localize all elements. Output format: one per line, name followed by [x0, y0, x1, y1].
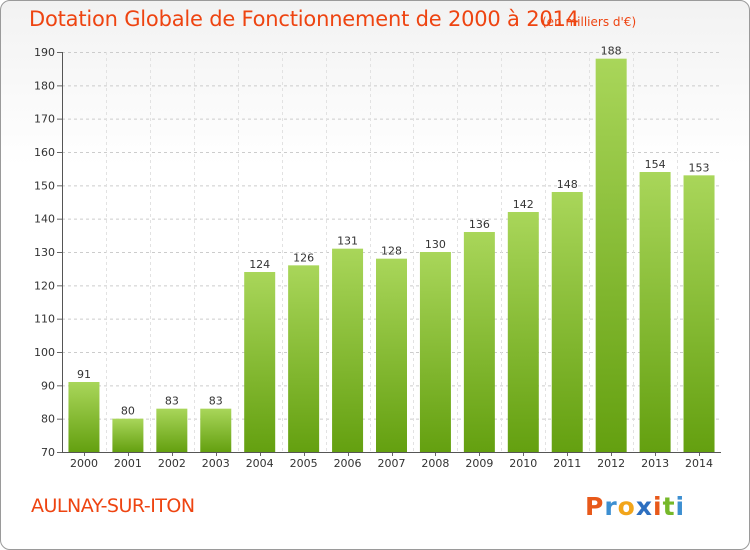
x-tick-label: 2007: [378, 457, 406, 470]
data-label: 130: [425, 238, 446, 251]
chart-unit: (en milliers d'€): [542, 15, 637, 29]
bar-2008: [419, 252, 451, 452]
data-label: 148: [557, 178, 578, 191]
bar-2003: [200, 408, 232, 452]
y-tick-label: 190: [34, 46, 55, 59]
proxiti-logo: Proxiti: [585, 492, 685, 521]
y-tick-label: 130: [34, 246, 55, 259]
logo-letter: i: [675, 492, 686, 521]
y-tick-label: 80: [41, 413, 55, 426]
logo-letter: o: [617, 492, 636, 521]
bars: [68, 58, 715, 453]
y-tick-label: 140: [34, 213, 55, 226]
x-tick-label: 2011: [553, 457, 581, 470]
y-tick-label: 110: [34, 313, 55, 326]
data-label: 80: [121, 405, 135, 418]
bar-2006: [332, 248, 364, 452]
chart-title: Dotation Globale de Fonctionnement de 20…: [29, 7, 579, 31]
x-tick-label: 2002: [158, 457, 186, 470]
x-tick-label: 2012: [597, 457, 625, 470]
data-label: 83: [165, 395, 179, 408]
x-tick-label: 2001: [114, 457, 142, 470]
bar-2005: [288, 265, 320, 452]
data-label: 188: [601, 45, 622, 58]
data-label: 91: [77, 368, 91, 381]
y-tick-label: 70: [41, 446, 55, 459]
y-tick-label: 160: [34, 146, 55, 159]
y-tick-label: 170: [34, 113, 55, 126]
x-tick-label: 2010: [509, 457, 537, 470]
bar-2012: [595, 58, 627, 453]
logo-letter: r: [604, 492, 618, 521]
x-tick-label: 2014: [685, 457, 713, 470]
data-label: 153: [689, 161, 710, 174]
y-tick-label: 150: [34, 179, 55, 192]
bar-2014: [683, 175, 715, 453]
bar-2004: [244, 272, 276, 452]
data-label: 136: [469, 218, 490, 231]
logo-letter: i: [653, 492, 663, 521]
data-label: 142: [513, 198, 534, 211]
data-label: 83: [209, 395, 223, 408]
commune-name: AULNAY-SUR-ITON: [31, 495, 195, 517]
y-tick-label: 90: [41, 379, 55, 392]
bar-2002: [156, 408, 188, 452]
data-label: 124: [249, 258, 270, 271]
x-tick-label: 2006: [334, 457, 362, 470]
labels: 70 80 90 100 110 120 130 140 150 160 170 180 190 91 20…: [34, 45, 713, 470]
grid-lines: [62, 52, 721, 452]
axes: [57, 52, 721, 456]
x-tick-label: 2008: [421, 457, 449, 470]
x-tick-label: 2000: [70, 457, 98, 470]
x-tick-label: 2004: [246, 457, 274, 470]
x-tick-label: 2009: [465, 457, 493, 470]
bar-2011: [551, 192, 583, 452]
x-tick-label: 2013: [641, 457, 669, 470]
y-tick-label: 120: [34, 279, 55, 292]
logo-letter: t: [662, 492, 676, 521]
bar-2000: [68, 382, 100, 452]
bar-2013: [639, 172, 671, 452]
bar-2001: [112, 418, 144, 452]
logo-letter: P: [585, 492, 605, 521]
bar-2007: [376, 258, 407, 452]
data-label: 126: [293, 251, 314, 264]
bar-2009: [463, 232, 495, 452]
y-tick-label: 180: [34, 79, 55, 92]
x-tick-label: 2003: [202, 457, 230, 470]
data-label: 154: [645, 158, 666, 171]
y-tick-label: 100: [34, 346, 55, 359]
bar-2010: [507, 212, 539, 452]
data-label: 131: [337, 235, 358, 248]
data-label: 128: [381, 245, 402, 258]
x-tick-label: 2005: [290, 457, 318, 470]
logo-letter: x: [635, 492, 653, 521]
